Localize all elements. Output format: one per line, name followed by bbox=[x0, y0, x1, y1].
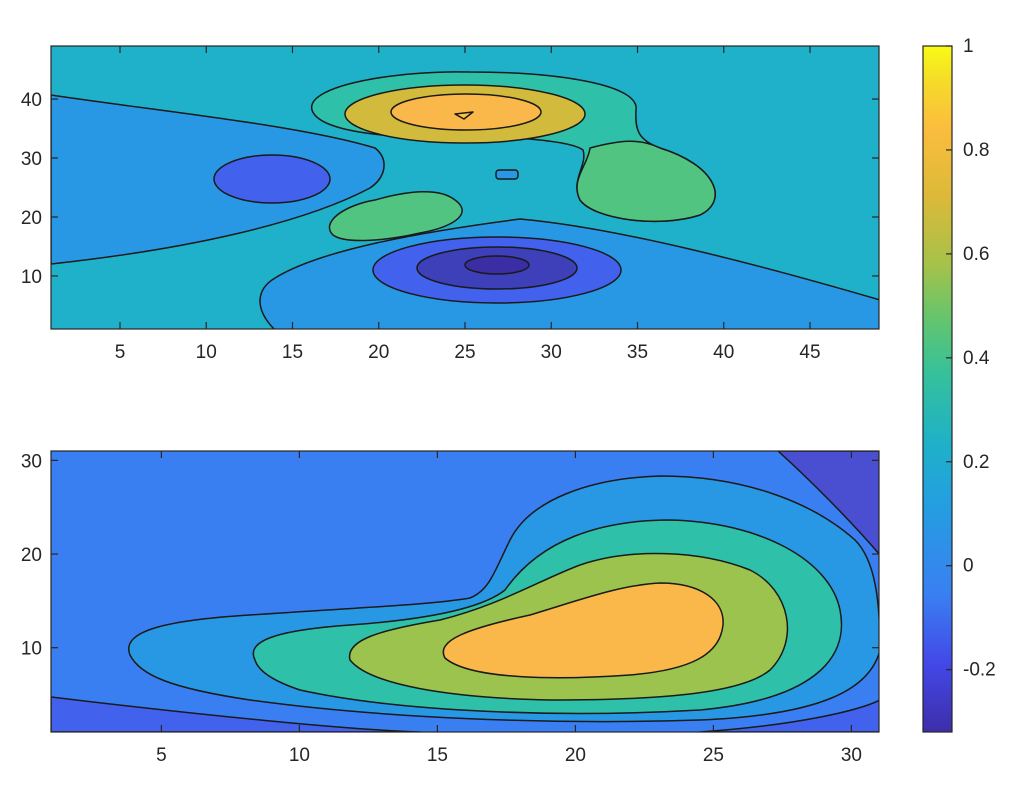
y-tick-label: 10 bbox=[21, 267, 42, 288]
colorbar-frame bbox=[922, 45, 953, 733]
top-region-left-low bbox=[213, 154, 331, 204]
x-tick-label: 25 bbox=[454, 342, 475, 363]
x-tick-label: 25 bbox=[703, 745, 724, 766]
colorbar-tick-label: 0 bbox=[963, 556, 974, 577]
colorbar-gradient bbox=[923, 46, 952, 732]
x-tick-label: 15 bbox=[282, 342, 303, 363]
top-region-peak-tip bbox=[454, 111, 474, 120]
x-tick-label: 30 bbox=[541, 342, 562, 363]
y-tick-label: 40 bbox=[21, 90, 42, 111]
colorbar-tick-label: 1 bbox=[963, 36, 974, 57]
y-tick-label: 20 bbox=[21, 208, 42, 229]
top-region-bottom-min bbox=[464, 255, 530, 275]
colorbar-tick-label: -0.2 bbox=[963, 660, 996, 681]
x-tick-label: 15 bbox=[427, 745, 448, 766]
top-region-center-lobe bbox=[328, 191, 463, 242]
colorbar: -0.2 0 0.2 0.4 0.6 0.8 1 bbox=[922, 36, 996, 733]
colorbar-ticks bbox=[946, 45, 952, 671]
top-plot-y-tick-labels: 10 20 30 40 bbox=[21, 90, 42, 288]
bottom-plot-x-tick-labels: 5 10 15 20 25 30 bbox=[156, 745, 862, 766]
top-plot-ticks bbox=[51, 46, 879, 329]
x-tick-label: 10 bbox=[196, 342, 217, 363]
colorbar-tick-labels: -0.2 0 0.2 0.4 0.6 0.8 1 bbox=[963, 36, 996, 681]
bottom-region-peak bbox=[442, 582, 724, 679]
x-tick-label: 10 bbox=[289, 745, 310, 766]
colorbar-tick-label: 0.2 bbox=[963, 452, 989, 473]
top-plot-x-tick-labels: 5 10 15 20 25 30 35 40 45 bbox=[115, 342, 821, 363]
top-region-top-peak bbox=[390, 93, 542, 131]
x-tick-label: 45 bbox=[799, 342, 820, 363]
top-region-right-lobe bbox=[576, 140, 716, 223]
x-tick-label: 20 bbox=[565, 745, 586, 766]
top-contour-plot: 5 10 15 20 25 30 35 40 45 10 20 30 40 bbox=[21, 45, 880, 363]
y-tick-label: 30 bbox=[21, 149, 42, 170]
colorbar-tick-label: 0.4 bbox=[963, 348, 990, 369]
x-tick-label: 20 bbox=[368, 342, 389, 363]
y-tick-label: 30 bbox=[21, 451, 42, 472]
bottom-region-top-right-corner bbox=[777, 451, 879, 555]
x-tick-label: 30 bbox=[841, 745, 862, 766]
colorbar-tick-label: 0.8 bbox=[963, 140, 989, 161]
top-region-center-small bbox=[495, 169, 519, 180]
bottom-plot-y-tick-labels: 10 20 30 bbox=[21, 451, 42, 659]
y-tick-label: 20 bbox=[21, 545, 42, 566]
bottom-plot-frame bbox=[50, 450, 880, 733]
bottom-contour-plot: 5 10 15 20 25 30 10 20 30 bbox=[21, 450, 880, 766]
colorbar-tick-label: 0.6 bbox=[963, 244, 989, 265]
bottom-region-bottom-right bbox=[699, 699, 879, 732]
x-tick-label: 5 bbox=[156, 745, 167, 766]
x-tick-label: 40 bbox=[713, 342, 734, 363]
y-tick-label: 10 bbox=[21, 639, 42, 660]
x-tick-label: 35 bbox=[627, 342, 648, 363]
bottom-plot-ticks bbox=[51, 451, 879, 732]
x-tick-label: 5 bbox=[115, 342, 126, 363]
